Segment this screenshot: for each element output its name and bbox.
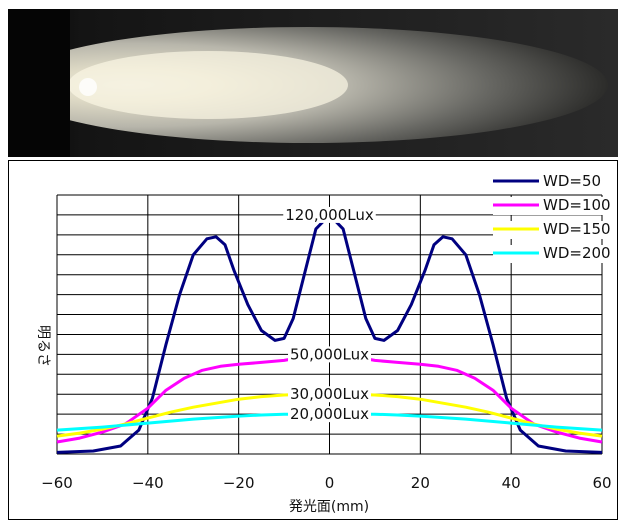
legend: WD=50 WD=100 WD=150 WD=200 xyxy=(493,172,613,263)
x-tick-labels: −60 −40 −20 0 20 40 60 xyxy=(41,474,611,492)
legend-label: WD=100 xyxy=(543,196,611,214)
line-chart: 120,000Lux 50,000Lux 30,000Lux 20,000Lux −6… xyxy=(35,172,613,515)
annotation-bg xyxy=(288,346,371,363)
annotation-label: 30,000Lux xyxy=(290,385,369,403)
annotation-label: 20,000Lux xyxy=(290,405,369,423)
x-tick-label: −60 xyxy=(41,474,73,492)
annotation-bg xyxy=(288,406,371,423)
x-axis-label: 発光面(mm) xyxy=(289,499,369,515)
legend-bg xyxy=(493,173,613,191)
legend-bg xyxy=(493,221,613,239)
legend-bg xyxy=(493,197,613,215)
legend-label: WD=50 xyxy=(543,172,601,190)
annotation-label: 120,000Lux xyxy=(285,206,374,224)
annotation-label: 50,000Lux xyxy=(290,345,369,363)
x-tick-label: −20 xyxy=(223,474,255,492)
x-tick-label: 20 xyxy=(411,474,430,492)
x-tick-label: 0 xyxy=(325,474,335,492)
x-tick-label: −40 xyxy=(132,474,164,492)
chart-panel: 120,000Lux 50,000Lux 30,000Lux 20,000Lux −6… xyxy=(8,160,618,520)
legend-label: WD=150 xyxy=(543,220,611,238)
legend-bg xyxy=(493,245,613,263)
light-beam-photo xyxy=(8,9,618,157)
annotations: 120,000Lux 50,000Lux 30,000Lux 20,000Lux xyxy=(283,206,376,423)
y-axis-label: 明るさ xyxy=(35,325,51,367)
annotation-bg xyxy=(288,386,371,403)
x-tick-label: 40 xyxy=(502,474,521,492)
x-tick-label: 60 xyxy=(592,474,611,492)
annotation-bg xyxy=(283,206,376,223)
legend-label: WD=200 xyxy=(543,244,611,262)
